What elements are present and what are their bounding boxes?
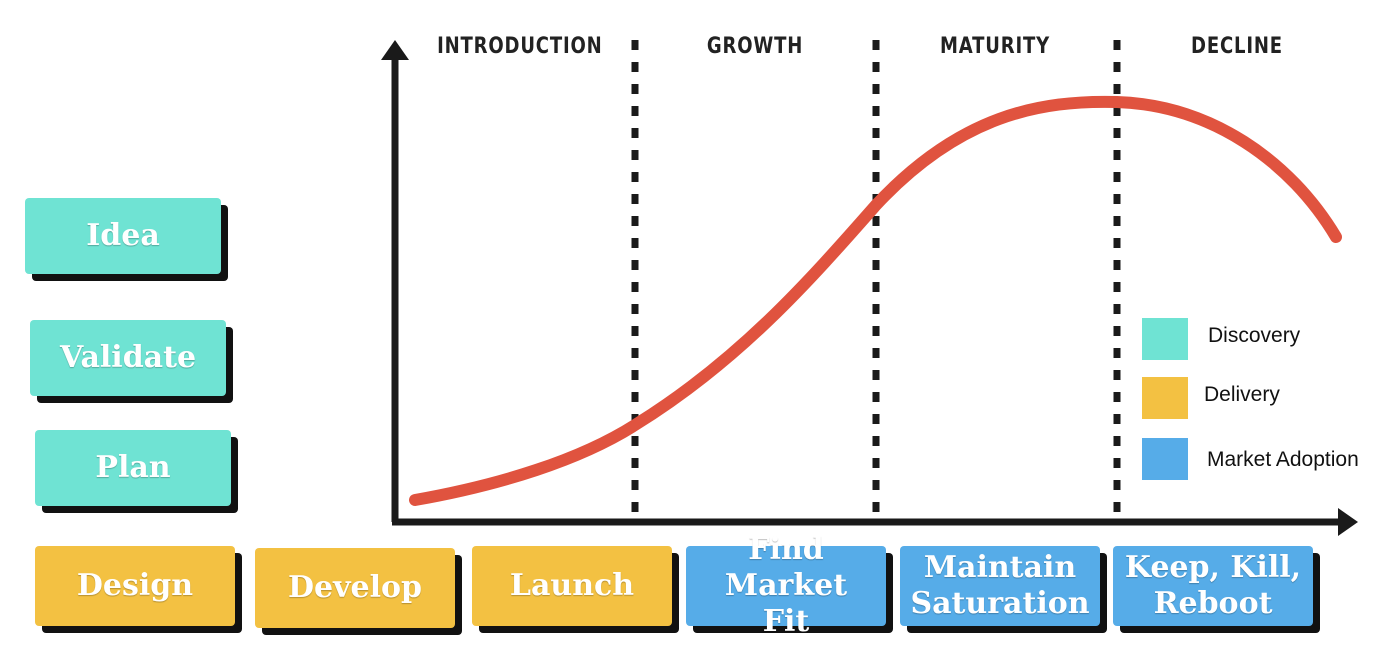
x-axis-arrow	[1338, 508, 1358, 536]
card-maintain-saturation: Maintain Saturation	[900, 546, 1100, 626]
legend-label-delivery: Delivery	[1204, 383, 1280, 406]
card-find-market-fit-line2: Fit	[762, 604, 810, 639]
phase-label-maturity: MATURITY	[939, 34, 1051, 59]
legend-swatch-discovery	[1142, 318, 1188, 360]
card-idea-label: Idea	[86, 218, 160, 253]
lifecycle-curve	[409, 95, 1342, 506]
card-develop-label: Develop	[287, 570, 422, 605]
card-develop: Develop	[255, 548, 455, 628]
legend-label-market-adoption: Market Adoption	[1207, 448, 1359, 471]
card-find-market-fit-line1: Find Market	[724, 532, 848, 603]
card-plan-label: Plan	[95, 450, 171, 485]
card-idea: Idea	[25, 198, 221, 274]
phase-label-growth: GROWTH	[706, 34, 804, 59]
card-keep-kill-reboot: Keep, Kill, Reboot	[1113, 546, 1313, 626]
legend-swatch-delivery	[1142, 377, 1188, 419]
y-axis-arrow	[381, 40, 409, 60]
card-maintain-saturation-line2: Saturation	[910, 586, 1090, 621]
card-design: Design	[35, 546, 235, 626]
card-keep-kill-reboot-line1: Keep, Kill,	[1124, 550, 1302, 585]
card-launch: Launch	[472, 546, 672, 626]
legend-swatch-market-adoption	[1142, 438, 1188, 480]
card-find-market-fit: Find Market Fit	[686, 532, 886, 639]
card-plan: Plan	[35, 430, 231, 506]
card-validate-label: Validate	[59, 340, 197, 375]
card-design-label: Design	[76, 568, 194, 603]
phase-label-decline: DECLINE	[1191, 34, 1283, 59]
legend-label-discovery: Discovery	[1208, 324, 1301, 347]
card-launch-label: Launch	[509, 568, 635, 603]
card-keep-kill-reboot-line2: Reboot	[1153, 586, 1273, 621]
card-maintain-saturation-line1: Maintain	[923, 550, 1077, 585]
card-validate: Validate	[30, 320, 226, 396]
phase-label-introduction: INTRODUCTION	[437, 34, 603, 59]
